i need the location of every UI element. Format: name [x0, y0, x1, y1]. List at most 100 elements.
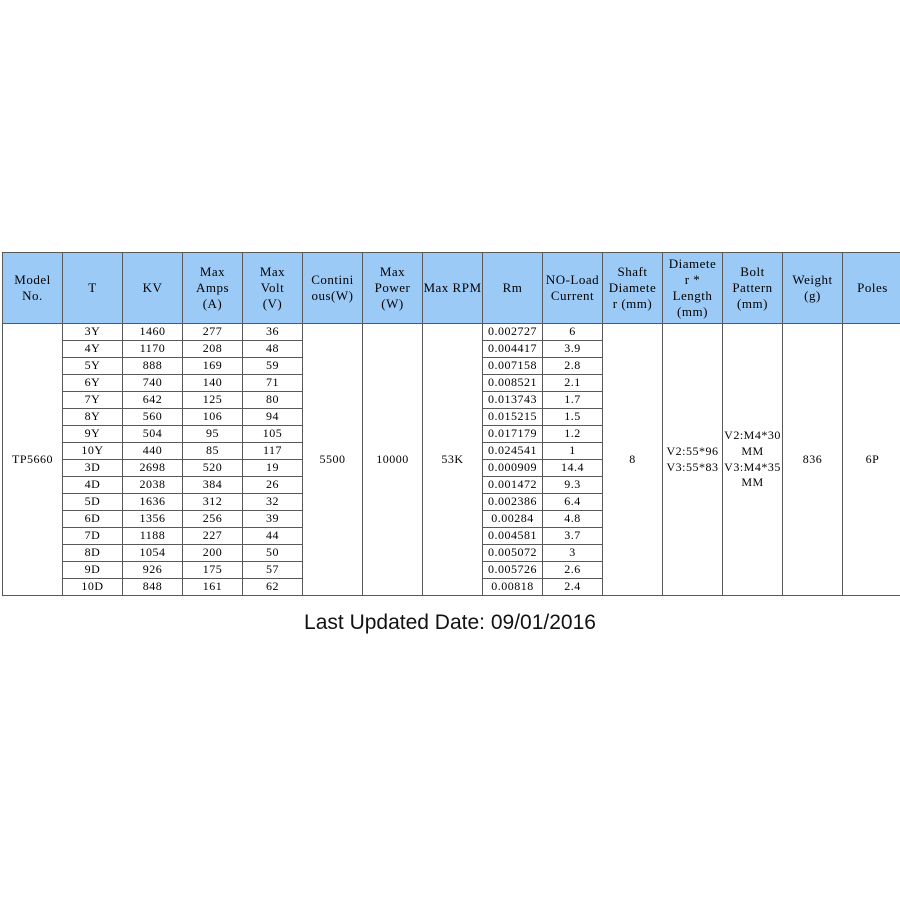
cell-kv: 1188 [122, 527, 183, 545]
cell-max-volt: 117 [242, 442, 303, 460]
cell-max-amps: 125 [182, 391, 243, 409]
cell-max-volt: 48 [242, 340, 303, 358]
cell-rm: 0.00818 [482, 578, 543, 596]
cell-max-volt: 94 [242, 408, 303, 426]
cell-kv: 1054 [122, 544, 183, 562]
cell-max-amps: 520 [182, 459, 243, 477]
cell-model-no: TP5660 [2, 323, 63, 596]
cell-max-amps: 200 [182, 544, 243, 562]
cell-rm: 0.004581 [482, 527, 543, 545]
cell-max-amps: 106 [182, 408, 243, 426]
cell-rm: 0.002727 [482, 323, 543, 341]
cell-rm: 0.017179 [482, 425, 543, 443]
cell-rm: 0.008521 [482, 374, 543, 392]
cell-kv: 926 [122, 561, 183, 579]
spec-table: Model No. T KV Max Amps (A) Max Volt (V)… [2, 252, 900, 596]
cell-kv: 2698 [122, 459, 183, 477]
cell-max-volt: 59 [242, 357, 303, 375]
cell-diameter-length: V2:55*96 V3:55*83 [662, 323, 723, 596]
cell-t: 10Y [62, 442, 123, 460]
cell-kv: 440 [122, 442, 183, 460]
col-header-no-load-current: NO-Load Current [542, 252, 603, 324]
cell-max-volt: 80 [242, 391, 303, 409]
cell-max-volt: 71 [242, 374, 303, 392]
cell-kv: 1170 [122, 340, 183, 358]
table-row: 8Y 560 106 94 0.015215 1.5 [3, 408, 900, 426]
cell-rm: 0.004417 [482, 340, 543, 358]
cell-rm: 0.015215 [482, 408, 543, 426]
cell-rm: 0.005072 [482, 544, 543, 562]
cell-rm: 0.024541 [482, 442, 543, 460]
cell-no-load-current: 3.7 [542, 527, 603, 545]
cell-t: 8Y [62, 408, 123, 426]
cell-max-volt: 26 [242, 476, 303, 494]
cell-no-load-current: 6.4 [542, 493, 603, 511]
table-row: 6D 1356 256 39 0.00284 4.8 [3, 510, 900, 528]
cell-max-amps: 161 [182, 578, 243, 596]
cell-t: 7D [62, 527, 123, 545]
cell-max-volt: 39 [242, 510, 303, 528]
cell-max-volt: 19 [242, 459, 303, 477]
cell-t: 6Y [62, 374, 123, 392]
cell-rm: 0.000909 [482, 459, 543, 477]
table-row: 7D 1188 227 44 0.004581 3.7 [3, 527, 900, 545]
cell-no-load-current: 1.7 [542, 391, 603, 409]
cell-max-amps: 384 [182, 476, 243, 494]
cell-max-volt: 57 [242, 561, 303, 579]
cell-rm: 0.005726 [482, 561, 543, 579]
cell-max-volt: 44 [242, 527, 303, 545]
cell-max-volt: 36 [242, 323, 303, 341]
cell-max-volt: 50 [242, 544, 303, 562]
cell-rm: 0.007158 [482, 357, 543, 375]
col-header-bolt-pattern: Bolt Pattern (mm) [722, 252, 783, 324]
cell-max-volt: 62 [242, 578, 303, 596]
cell-t: 3D [62, 459, 123, 477]
cell-no-load-current: 9.3 [542, 476, 603, 494]
cell-kv: 1460 [122, 323, 183, 341]
cell-t: 9D [62, 561, 123, 579]
cell-max-amps: 169 [182, 357, 243, 375]
cell-kv: 848 [122, 578, 183, 596]
cell-kv: 1356 [122, 510, 183, 528]
table-row: 8D 1054 200 50 0.005072 3 [3, 544, 900, 562]
col-header-max-volt: Max Volt (V) [242, 252, 303, 324]
cell-max-power-w: 10000 [362, 323, 423, 596]
table-row: 9D 926 175 57 0.005726 2.6 [3, 561, 900, 579]
cell-max-amps: 277 [182, 323, 243, 341]
cell-no-load-current: 14.4 [542, 459, 603, 477]
table-row: 7Y 642 125 80 0.013743 1.7 [3, 391, 900, 409]
cell-t: 6D [62, 510, 123, 528]
col-header-weight: Weight (g) [782, 252, 843, 324]
cell-no-load-current: 2.4 [542, 578, 603, 596]
cell-no-load-current: 4.8 [542, 510, 603, 528]
cell-max-amps: 85 [182, 442, 243, 460]
table-row: 9Y 504 95 105 0.017179 1.2 [3, 425, 900, 443]
cell-kv: 504 [122, 425, 183, 443]
cell-no-load-current: 1.2 [542, 425, 603, 443]
cell-max-amps: 227 [182, 527, 243, 545]
cell-no-load-current: 1 [542, 442, 603, 460]
cell-rm: 0.013743 [482, 391, 543, 409]
header-row: Model No. T KV Max Amps (A) Max Volt (V)… [2, 252, 900, 324]
col-header-poles: Poles [842, 252, 900, 324]
cell-rm: 0.002386 [482, 493, 543, 511]
last-updated-note: Last Updated Date: 09/01/2016 [304, 611, 596, 634]
cell-kv: 1636 [122, 493, 183, 511]
cell-continuous-w: 5500 [302, 323, 363, 596]
table-row: 10Y 440 85 117 0.024541 1 [3, 442, 900, 460]
spec-table-body: TP5660 3Y 1460 277 36 5500 10000 53K 0.0… [2, 323, 900, 596]
table-row: 4Y 1170 208 48 0.004417 3.9 [3, 340, 900, 358]
cell-t: 10D [62, 578, 123, 596]
col-header-model-no: Model No. [2, 252, 63, 324]
cell-rm: 0.001472 [482, 476, 543, 494]
cell-max-amps: 256 [182, 510, 243, 528]
col-header-diameter-length: Diamete r * Length (mm) [662, 252, 723, 324]
col-header-shaft-diameter: Shaft Diamete r (mm) [602, 252, 663, 324]
cell-max-amps: 312 [182, 493, 243, 511]
cell-t: 4Y [62, 340, 123, 358]
cell-no-load-current: 6 [542, 323, 603, 341]
cell-no-load-current: 2.8 [542, 357, 603, 375]
cell-no-load-current: 2.6 [542, 561, 603, 579]
cell-max-amps: 208 [182, 340, 243, 358]
cell-no-load-current: 3 [542, 544, 603, 562]
